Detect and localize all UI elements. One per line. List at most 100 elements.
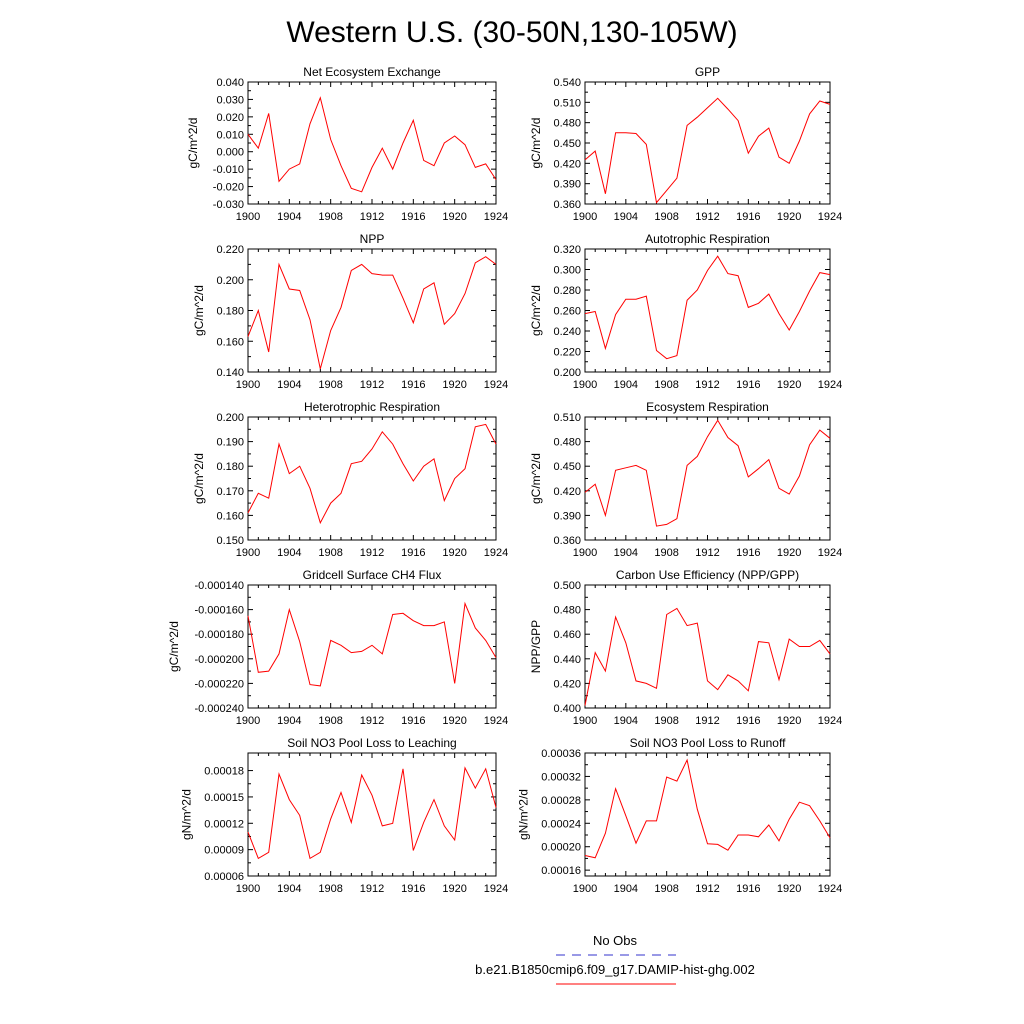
- panel-7-ytick-label: -0.000240: [194, 703, 244, 715]
- panel-10-title: Soil NO3 Pool Loss to Runoff: [630, 736, 787, 750]
- panel-2-xtick-label: 1912: [695, 211, 719, 223]
- panel-6-ytick-label: 0.450: [553, 461, 581, 473]
- panel-7-xtick-label: 1904: [277, 715, 301, 727]
- panel-4-ytick-label: 0.280: [553, 285, 581, 297]
- panel-1-ytick-label: 0.010: [216, 129, 244, 141]
- panel-1-ytick-label: 0.020: [216, 112, 244, 124]
- panel-2-ytick-label: 0.360: [553, 199, 581, 211]
- panel-9-ylabel: gN/m^2/d: [180, 789, 194, 840]
- panel-3-ytick-label: 0.200: [216, 275, 244, 287]
- panel-6-ytick-label: 0.360: [553, 535, 581, 547]
- panel-6-ytick-label: 0.390: [553, 510, 581, 522]
- panel-10-xtick-label: 1908: [654, 883, 678, 895]
- panel-4-series-line: [584, 255, 831, 360]
- panel-10-xtick-label: 1924: [818, 883, 842, 895]
- panel-4-ytick-label: 0.300: [553, 265, 581, 277]
- panel-6-xtick-label: 1900: [573, 547, 597, 559]
- panel-9-ytick-label: 0.00018: [204, 766, 244, 778]
- panel-10-ytick-label: 0.00036: [541, 748, 581, 760]
- panel-8-ytick-label: 0.400: [553, 703, 581, 715]
- panel-3-xtick-label: 1916: [401, 379, 425, 391]
- panel-9-ytick-label: 0.00015: [204, 792, 244, 804]
- panel-3-xtick-label: 1912: [360, 379, 384, 391]
- panel-3-xtick-label: 1920: [442, 379, 466, 391]
- panel-4-xtick-label: 1916: [736, 379, 760, 391]
- panel-4-ytick-label: 0.220: [553, 347, 581, 359]
- panel-9: Soil NO3 Pool Loss to Leaching 1900 1904 19…: [180, 736, 509, 895]
- panel-7-series-line: [247, 601, 497, 687]
- panel-4-xtick-label: 1924: [818, 379, 842, 391]
- panel-10-xtick-label: 1920: [777, 883, 801, 895]
- panel-9-xtick-label: 1916: [401, 883, 425, 895]
- panel-1-ytick-label: -0.010: [213, 164, 244, 176]
- panel-2-ytick-label: 0.390: [553, 179, 581, 191]
- panel-1-frame: [247, 81, 497, 205]
- panel-6-xtick-label: 1924: [818, 547, 842, 559]
- panel-8-frame: [584, 584, 831, 709]
- legend-label-run: b.e21.B1850cmip6.f09_g17.DAMIP-hist-ghg.…: [475, 962, 755, 977]
- panel-3-series-line: [247, 256, 497, 370]
- panel-9-xtick-label: 1908: [318, 883, 342, 895]
- panel-3-xtick-label: 1908: [318, 379, 342, 391]
- panel-8-ytick-label: 0.420: [553, 678, 581, 690]
- panel-5-xtick-label: 1924: [484, 547, 508, 559]
- panel-4-ytick-label: 0.240: [553, 326, 581, 338]
- panel-9-xtick-label: 1900: [236, 883, 260, 895]
- panel-2-ylabel: gC/m^2/d: [529, 118, 543, 169]
- panel-5-xtick-label: 1920: [442, 547, 466, 559]
- panel-10-xtick-label: 1904: [614, 883, 638, 895]
- panel-2-xtick-label: 1900: [573, 211, 597, 223]
- panel-5-xtick-label: 1908: [318, 547, 342, 559]
- panel-2-xtick-label: 1916: [736, 211, 760, 223]
- panel-6-series-line: [584, 419, 831, 527]
- panel-5-ytick-label: 0.160: [216, 510, 244, 522]
- panel-10-ytick-label: 0.00020: [541, 842, 581, 854]
- panel-1-xtick-label: 1904: [277, 211, 301, 223]
- panel-1-title: Net Ecosystem Exchange: [303, 65, 441, 79]
- panel-8-ylabel: NPP/GPP: [529, 620, 543, 673]
- panel-1-ytick-label: 0.000: [216, 147, 244, 159]
- panel-2-xtick-label: 1908: [654, 211, 678, 223]
- panel-3-ytick-label: 0.160: [216, 336, 244, 348]
- panel-8-ytick-label: 0.460: [553, 629, 581, 641]
- panel-7-xtick-label: 1912: [360, 715, 384, 727]
- panel-4-xtick-label: 1908: [654, 379, 678, 391]
- panel-2-ytick-label: 0.510: [553, 97, 581, 109]
- panel-1-xtick-label: 1920: [442, 211, 466, 223]
- panel-1: Net Ecosystem Exchange 1900 1904 1908 1912 19…: [186, 65, 508, 223]
- panel-9-ytick-label: 0.00006: [204, 871, 244, 883]
- panel-6-xtick-label: 1920: [777, 547, 801, 559]
- panel-1-xtick-label: 1912: [360, 211, 384, 223]
- panel-3-ylabel: gC/m^2/d: [192, 285, 206, 336]
- panel-5-ytick-label: 0.200: [216, 412, 244, 424]
- panel-3-xtick-label: 1924: [484, 379, 508, 391]
- panel-4-ytick-label: 0.200: [553, 367, 581, 379]
- panel-5-ytick-label: 0.180: [216, 461, 244, 473]
- panel-10-series-line: [584, 758, 831, 859]
- panel-7-xtick-label: 1924: [484, 715, 508, 727]
- panel-10-ytick-label: 0.00024: [541, 818, 581, 830]
- panel-7: Gridcell Surface CH4 Flux 1900 1904 1908 191…: [167, 568, 508, 727]
- panel-6-ytick-label: 0.420: [553, 486, 581, 498]
- panel-7-xtick-label: 1916: [401, 715, 425, 727]
- panel-7-ylabel: gC/m^2/d: [167, 621, 181, 672]
- panel-1-series-line: [247, 96, 497, 193]
- panel-8-ytick-label: 0.440: [553, 654, 581, 666]
- panel-9-ytick-label: 0.00009: [204, 845, 244, 857]
- panel-10-ytick-label: 0.00028: [541, 795, 581, 807]
- panel-9-ytick-label: 0.00012: [204, 818, 244, 830]
- panel-8-xtick-label: 1920: [777, 715, 801, 727]
- panel-9-title: Soil NO3 Pool Loss to Leaching: [287, 736, 456, 750]
- panel-2: GPP 1900 1904 1908 1912 1916 1920 1924 0.540 0.51…: [529, 65, 842, 223]
- panel-3-ytick-label: 0.140: [216, 367, 244, 379]
- panel-2-title: GPP: [695, 65, 720, 79]
- panel-6-ytick-label: 0.480: [553, 437, 581, 449]
- panel-7-ytick-label: -0.000200: [194, 654, 244, 666]
- panel-8-xtick-label: 1900: [573, 715, 597, 727]
- panel-3-ytick-label: 0.180: [216, 306, 244, 318]
- panel-5-xtick-label: 1900: [236, 547, 260, 559]
- panel-3-ytick-label: 0.220: [216, 244, 244, 256]
- panel-7-frame: [247, 584, 497, 709]
- panel-10-xtick-label: 1912: [695, 883, 719, 895]
